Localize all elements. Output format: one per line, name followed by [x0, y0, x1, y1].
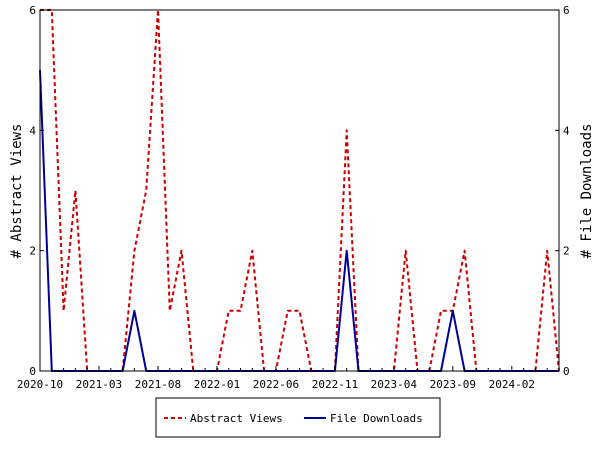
y-axis-left-title: # Abstract Views [9, 124, 25, 259]
x-tick-label: 2021-03 [76, 378, 122, 391]
y-right-tick-label: 2 [563, 245, 570, 258]
legend-box [155, 397, 441, 438]
y-left-tick-label: 6 [29, 4, 36, 17]
legend: Abstract Views File Downloads [155, 397, 441, 438]
x-tick-label: 2020-10 [17, 378, 63, 391]
x-tick-label: 2023-09 [430, 378, 476, 391]
x-tick-label: 2022-06 [253, 378, 299, 391]
y-left-tick-label: 0 [29, 365, 36, 378]
axes-layer: 0 2 4 6 0 2 4 6 2020-10 2021-03 2021-08 2022-01 2022… [17, 4, 570, 391]
y-axis-right-title: # File Downloads [579, 124, 595, 259]
x-tick-label: 2022-11 [312, 378, 358, 391]
x-tick-label: 2022-01 [194, 378, 240, 391]
y-left-tick-label: 2 [29, 245, 36, 258]
legend-label-abstract-views: Abstract Views [190, 412, 283, 425]
x-tick-label: 2023-04 [371, 378, 418, 391]
y-right-tick-label: 4 [563, 124, 570, 137]
x-tick-label: 2024-02 [489, 378, 535, 391]
y-right-tick-label: 6 [563, 4, 570, 17]
legend-label-file-downloads: File Downloads [330, 412, 423, 425]
y-left-tick-label: 4 [29, 124, 36, 137]
plot-area [40, 10, 559, 371]
plot-background [40, 10, 559, 371]
y-right-tick-label: 0 [563, 365, 570, 378]
x-tick-label: 2021-08 [135, 378, 181, 391]
